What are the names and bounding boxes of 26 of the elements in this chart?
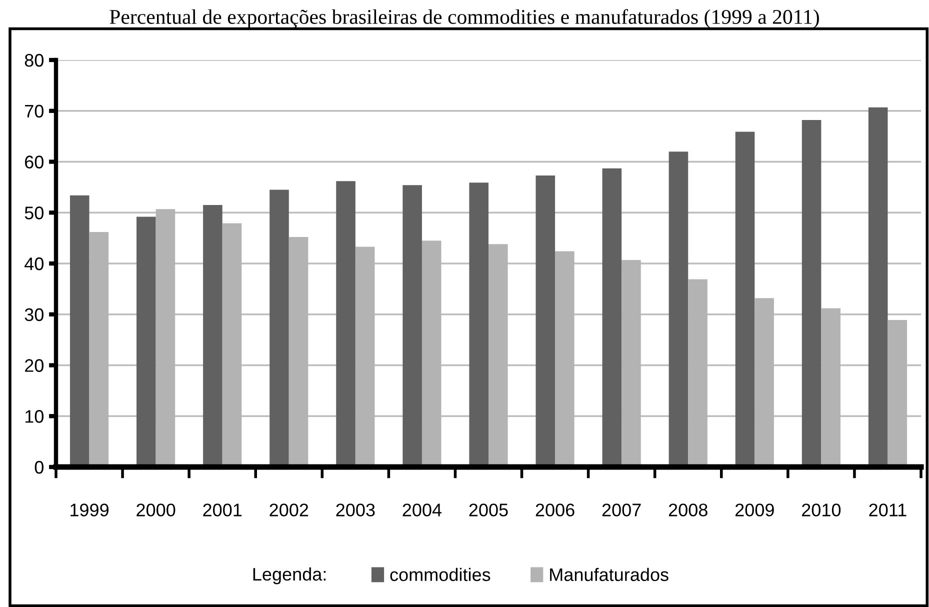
y-tick-label: 50: [24, 206, 44, 220]
x-tick-label: 2003: [336, 504, 375, 516]
x-tick-label: 2011: [869, 504, 906, 516]
legend-label: Manufaturados: [550, 568, 668, 582]
x-tick-label: 2010: [802, 504, 841, 516]
chart-title: Percentual de exportações brasileiras de commodities e manufaturados (1999 a 2011): [110, 9, 819, 28]
y-tick-label: 10: [25, 410, 44, 423]
x-tick-label: 2000: [136, 504, 176, 516]
legend-label: commodities: [390, 568, 490, 582]
y-tick-label: 60: [25, 156, 44, 168]
x-tick-label: 2005: [469, 504, 508, 516]
y-tick-label: 0: [34, 460, 44, 474]
legend-title: Legenda:: [253, 567, 326, 584]
y-tick-label: 30: [24, 308, 44, 322]
x-tick-label: 2006: [536, 504, 574, 516]
y-tick-label: 20: [25, 359, 44, 372]
y-tick-label: 70: [25, 104, 44, 118]
x-tick-label: 2004: [402, 504, 442, 516]
x-tick-label: 2007: [602, 504, 641, 516]
x-tick-label: 2008: [668, 504, 708, 516]
x-tick-label: 2002: [270, 504, 308, 516]
x-tick-label: 1999: [70, 504, 108, 516]
x-tick-label: 2009: [735, 504, 774, 516]
y-tick-label: 80: [24, 54, 44, 67]
y-tick-label: 40: [24, 257, 44, 270]
x-tick-label: 2001: [203, 504, 242, 516]
